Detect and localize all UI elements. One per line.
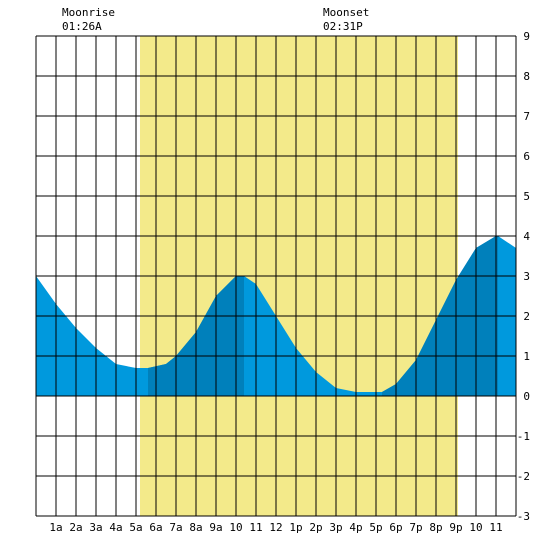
x-tick-label: 11 [489, 521, 502, 534]
x-tick-label: 4a [109, 521, 122, 534]
moonrise-label: Moonrise [62, 6, 115, 19]
y-tick-label: -1 [517, 430, 530, 443]
x-tick-label-layer: 1a 2a 3a 4a 5a 6a 7a 8a 9a 10 11 12 1p 2p 3p 4p 5p 6p 7p 8p… [49, 521, 502, 534]
x-tick-label: 1a [49, 521, 62, 534]
grid-layer [35, 35, 517, 517]
x-tick-label: 8p [429, 521, 442, 534]
y-tick-label: 6 [523, 150, 530, 163]
x-tick-label: 1p [289, 521, 302, 534]
x-tick-label: 3a [89, 521, 102, 534]
y-tick-label: 7 [523, 110, 530, 123]
y-tick-label: 1 [523, 350, 530, 363]
y-tick-label: 9 [523, 30, 530, 43]
y-tick-label: -3 [517, 510, 530, 523]
x-tick-label: 11 [249, 521, 262, 534]
x-tick-label: 3p [329, 521, 342, 534]
y-tick-label: 4 [523, 230, 530, 243]
y-tick-label-layer: 9 8 7 6 5 4 3 2 1 0 -1 -2 -3 [517, 30, 531, 523]
x-tick-label: 2p [309, 521, 322, 534]
y-tick-label: 0 [523, 390, 530, 403]
x-tick-label: 7a [169, 521, 182, 534]
x-tick-label: 4p [349, 521, 362, 534]
x-tick-label: 12 [269, 521, 282, 534]
x-tick-label: 9a [209, 521, 222, 534]
x-tick-label: 6a [149, 521, 162, 534]
x-tick-label: 5a [129, 521, 142, 534]
x-tick-label: 6p [389, 521, 402, 534]
y-tick-label: 2 [523, 310, 530, 323]
x-tick-label: 8a [189, 521, 202, 534]
y-tick-label: 3 [523, 270, 530, 283]
moonrise-time: 01:26A [62, 20, 102, 33]
y-tick-label: -2 [517, 470, 530, 483]
y-tick-label: 8 [523, 70, 530, 83]
x-tick-label: 7p [409, 521, 422, 534]
x-tick-label: 10 [469, 521, 482, 534]
moonset-label: Moonset [323, 6, 369, 19]
x-tick-label: 2a [69, 521, 82, 534]
x-tick-label: 9p [449, 521, 462, 534]
moonset-time: 02:31P [323, 20, 363, 33]
x-tick-label: 5p [369, 521, 382, 534]
x-tick-label: 10 [229, 521, 242, 534]
y-tick-label: 5 [523, 190, 530, 203]
